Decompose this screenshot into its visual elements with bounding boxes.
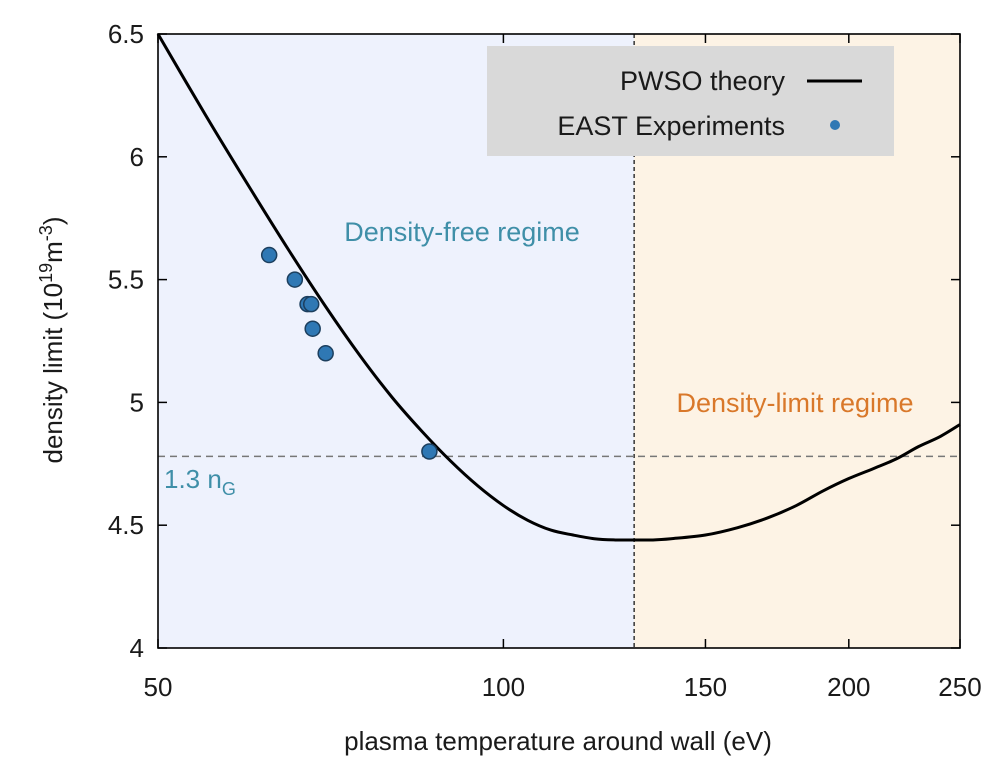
plot-border xyxy=(157,33,961,649)
y-tick-label-3: 5.5 xyxy=(108,265,144,295)
region-label-density-free: Density-free regime xyxy=(344,217,580,247)
y-axis-label-exp2: -3 xyxy=(36,225,56,241)
region-label-density-limit: Density-limit regime xyxy=(676,388,913,418)
legend-label-pwso-theory: PWSO theory xyxy=(620,66,786,96)
x-axis-label: plasma temperature around wall (eV) xyxy=(344,726,772,756)
data-point-east-6 xyxy=(421,443,438,460)
y-tick-label-5: 6.5 xyxy=(108,19,144,49)
series-layer xyxy=(156,33,961,542)
y-axis-label-main: density limit (10 xyxy=(38,283,68,464)
series-line-pwso-theory xyxy=(156,33,961,542)
legend-box xyxy=(487,46,894,156)
y-tick-label-4: 6 xyxy=(130,142,144,172)
data-point-east-0 xyxy=(260,246,278,264)
y-tick-label-0: 4 xyxy=(130,633,144,663)
y-tick-label-2: 5 xyxy=(130,387,144,417)
x-tick-label-0: 50 xyxy=(144,672,173,702)
y-axis-label-mid: m xyxy=(38,241,68,263)
axis-ticks xyxy=(157,33,961,649)
y-axis-label-end: ) xyxy=(38,216,68,225)
y-axis-label-exp1: 19 xyxy=(36,263,56,283)
legend-swatch-east-experiments xyxy=(830,120,840,130)
legend: PWSO theory EAST Experiments xyxy=(487,46,894,156)
x-tick-label-3: 200 xyxy=(827,672,870,702)
data-point-east-3 xyxy=(302,295,320,313)
y-axis-label: density limit (1019m-3) xyxy=(36,216,68,463)
x-tick-label-2: 150 xyxy=(684,672,727,702)
data-point-east-5 xyxy=(317,345,334,362)
reference-line-label-sub: G xyxy=(222,479,236,499)
plot-frame xyxy=(157,33,961,649)
reference-line-label-main: 1.3 n xyxy=(164,464,222,494)
x-tick-label-1: 100 xyxy=(482,672,525,702)
x-tick-label-4: 250 xyxy=(938,672,981,702)
reference-line-label: 1.3 nG xyxy=(164,464,236,499)
chart-text: 4 4.5 5 5.5 6 6.5 50 100 150 200 250 xyxy=(108,19,982,702)
data-point-east-4 xyxy=(304,320,321,337)
data-point-east-1 xyxy=(286,271,304,288)
y-tick-label-1: 4.5 xyxy=(108,510,144,540)
legend-label-east-experiments: EAST Experiments xyxy=(557,111,785,141)
